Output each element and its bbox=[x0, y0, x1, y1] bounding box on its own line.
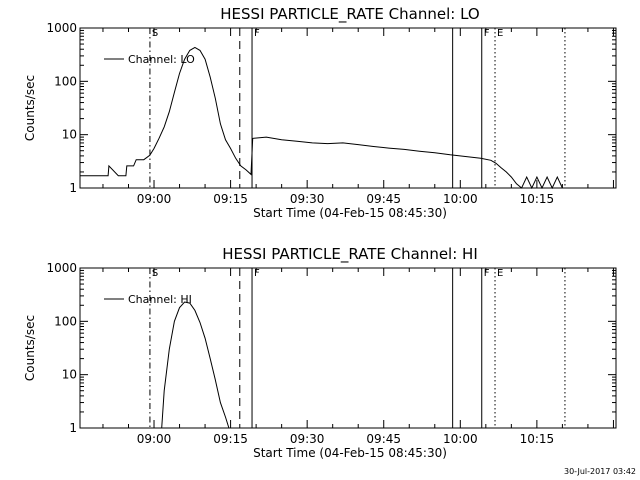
marker-label: S bbox=[152, 28, 158, 39]
timestamp: 30-Jul-2017 03:42 bbox=[564, 467, 636, 476]
x-tick-label: 10:00 bbox=[443, 192, 478, 206]
marker-label: E bbox=[497, 268, 503, 279]
legend-label: Channel: HI bbox=[128, 293, 192, 306]
panel-channel-lo: HESSI PARTICLE_RATE Channel: LOS F F E11010… bbox=[23, 5, 617, 220]
x-tick-label: 09:45 bbox=[366, 192, 401, 206]
x-tick-label: 10:15 bbox=[520, 192, 555, 206]
y-tick-label: 10 bbox=[62, 128, 77, 142]
x-tick-label: 09:00 bbox=[137, 432, 172, 446]
y-axis-label: Counts/sec bbox=[23, 75, 37, 141]
x-tick-label: 09:30 bbox=[290, 432, 325, 446]
y-tick-label: 10 bbox=[62, 368, 77, 382]
chart-title: HESSI PARTICLE_RATE Channel: HI bbox=[222, 245, 478, 264]
series-line bbox=[161, 301, 230, 429]
x-tick-label: 09:00 bbox=[137, 192, 172, 206]
x-axis-label: Start Time (04-Feb-15 08:45:30) bbox=[253, 446, 447, 460]
marker-label: F bbox=[254, 28, 260, 39]
x-tick-label: 09:15 bbox=[213, 432, 248, 446]
y-tick-label: 100 bbox=[54, 314, 77, 328]
marker-label: E bbox=[497, 28, 503, 39]
x-tick-label: 10:00 bbox=[443, 432, 478, 446]
x-tick-label: 09:45 bbox=[366, 432, 401, 446]
y-tick-label: 100 bbox=[54, 74, 77, 88]
legend-label: Channel: LO bbox=[128, 53, 195, 66]
y-tick-label: 1000 bbox=[46, 21, 77, 35]
series-line bbox=[80, 46, 563, 190]
x-tick-label: 09:30 bbox=[290, 192, 325, 206]
plot-frame bbox=[79, 267, 617, 429]
x-axis-label: Start Time (04-Feb-15 08:45:30) bbox=[253, 206, 447, 220]
x-tick-label: 09:15 bbox=[213, 192, 248, 206]
y-tick-label: 1 bbox=[69, 421, 77, 435]
y-tick-label: 1000 bbox=[46, 261, 77, 275]
y-tick-label: 1 bbox=[69, 181, 77, 195]
marker-label: S bbox=[152, 268, 158, 279]
plot-frame bbox=[79, 27, 617, 189]
y-axis-label: Counts/sec bbox=[23, 315, 37, 381]
panel-channel-hi: HESSI PARTICLE_RATE Channel: HIS F F E11010… bbox=[23, 245, 617, 460]
marker-label: F bbox=[484, 28, 490, 39]
x-tick-label: 10:15 bbox=[520, 432, 555, 446]
marker-label: F bbox=[484, 268, 490, 279]
marker-label: F bbox=[254, 268, 260, 279]
chart-title: HESSI PARTICLE_RATE Channel: LO bbox=[220, 5, 479, 24]
